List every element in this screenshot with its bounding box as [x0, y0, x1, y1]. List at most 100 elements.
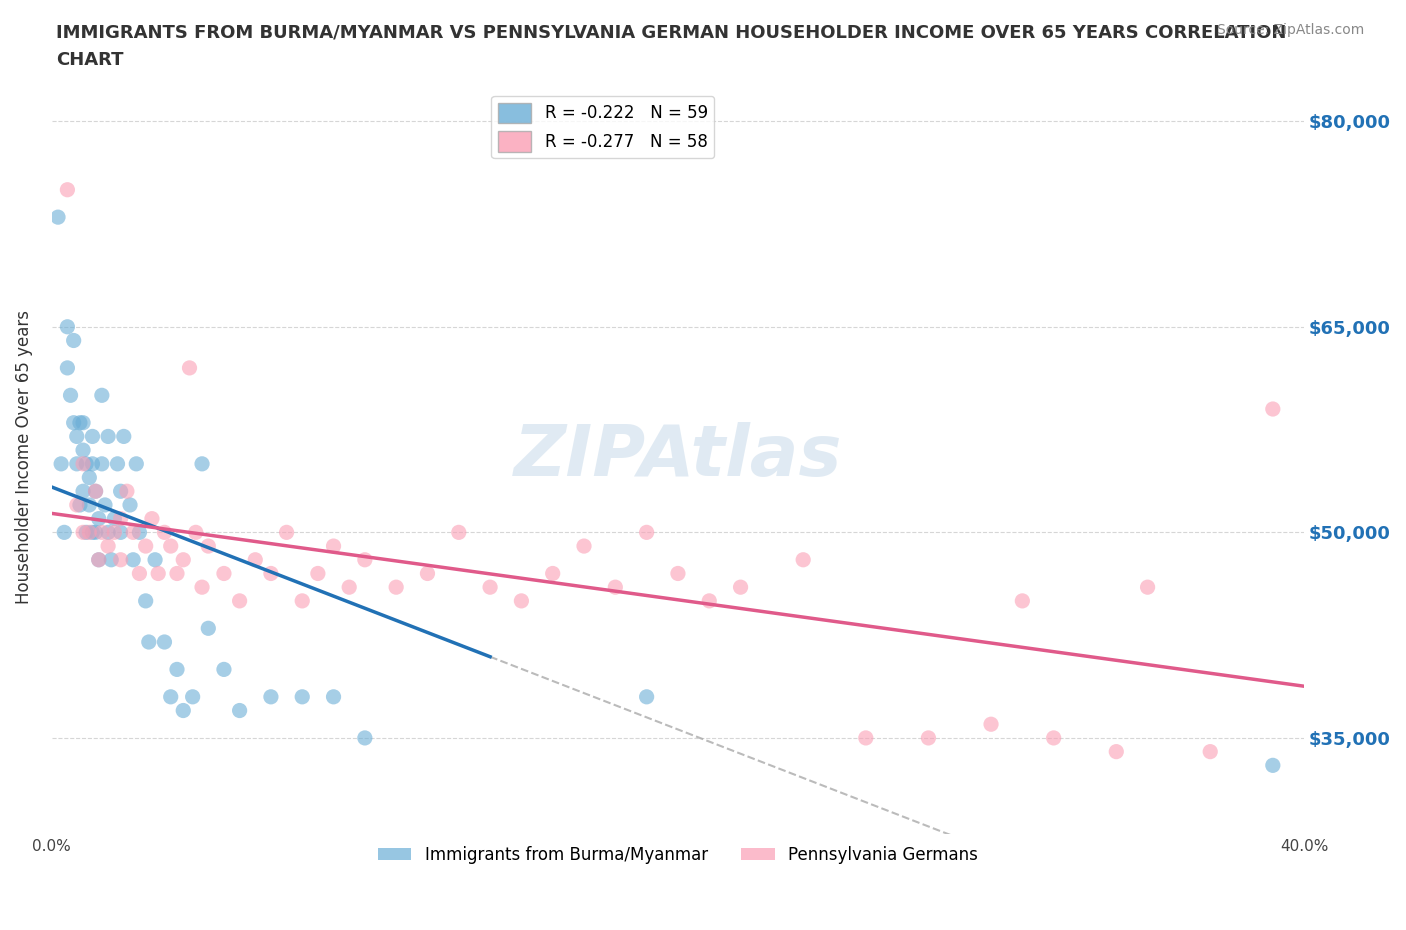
Point: [1042, 730, 1064, 745]
Point: [143, 552, 166, 567]
Point: [72, 525, 94, 539]
Point: [56, 319, 79, 334]
Point: [353, 730, 375, 745]
Text: ZIPAtlas: ZIPAtlas: [513, 422, 842, 491]
Point: [82, 429, 104, 444]
Point: [159, 689, 181, 704]
Point: [181, 689, 204, 704]
Point: [447, 525, 470, 539]
Point: [605, 579, 627, 594]
Point: [110, 552, 132, 567]
Point: [97, 429, 120, 444]
Point: [1105, 744, 1128, 759]
Point: [66, 457, 89, 472]
Point: [82, 525, 104, 539]
Point: [153, 525, 176, 539]
Point: [980, 717, 1002, 732]
Point: [479, 579, 502, 594]
Point: [322, 689, 344, 704]
Point: [307, 566, 329, 581]
Point: [79, 498, 101, 512]
Point: [148, 566, 170, 581]
Point: [337, 579, 360, 594]
Point: [103, 512, 125, 526]
Point: [135, 538, 157, 553]
Point: [172, 552, 194, 567]
Point: [56, 361, 79, 376]
Point: [385, 579, 408, 594]
Point: [159, 538, 181, 553]
Point: [228, 703, 250, 718]
Point: [122, 552, 145, 567]
Point: [353, 552, 375, 567]
Point: [197, 538, 219, 553]
Text: IMMIGRANTS FROM BURMA/MYANMAR VS PENNSYLVANIA GERMAN HOUSEHOLDER INCOME OVER 65 : IMMIGRANTS FROM BURMA/MYANMAR VS PENNSYL…: [56, 23, 1286, 41]
Point: [260, 689, 283, 704]
Point: [97, 525, 120, 539]
Point: [697, 593, 720, 608]
Point: [56, 182, 79, 197]
Point: [72, 443, 94, 458]
Point: [84, 484, 107, 498]
Text: CHART: CHART: [56, 51, 124, 69]
Point: [75, 457, 97, 472]
Point: [66, 498, 89, 512]
Point: [572, 538, 595, 553]
Point: [94, 498, 117, 512]
Point: [636, 525, 658, 539]
Point: [212, 566, 235, 581]
Point: [49, 457, 72, 472]
Point: [128, 525, 150, 539]
Point: [72, 416, 94, 431]
Point: [191, 457, 214, 472]
Text: Source: ZipAtlas.com: Source: ZipAtlas.com: [1216, 23, 1364, 37]
Point: [90, 388, 112, 403]
Point: [112, 429, 135, 444]
Point: [87, 552, 110, 567]
Point: [166, 566, 188, 581]
Point: [322, 538, 344, 553]
Point: [66, 429, 89, 444]
Point: [79, 470, 101, 485]
Point: [855, 730, 877, 745]
Point: [138, 634, 160, 649]
Point: [110, 484, 132, 498]
Point: [62, 416, 84, 431]
Point: [141, 512, 163, 526]
Point: [53, 525, 76, 539]
Point: [72, 484, 94, 498]
Point: [792, 552, 814, 567]
Point: [87, 552, 110, 567]
Point: [110, 525, 132, 539]
Point: [172, 703, 194, 718]
Point: [666, 566, 689, 581]
Point: [197, 621, 219, 636]
Point: [69, 416, 91, 431]
Point: [97, 538, 120, 553]
Point: [90, 525, 112, 539]
Point: [276, 525, 298, 539]
Point: [1011, 593, 1033, 608]
Point: [69, 498, 91, 512]
Point: [128, 566, 150, 581]
Point: [87, 512, 110, 526]
Point: [510, 593, 533, 608]
Point: [79, 525, 101, 539]
Point: [245, 552, 267, 567]
Point: [541, 566, 564, 581]
Point: [84, 525, 107, 539]
Point: [636, 689, 658, 704]
Point: [62, 333, 84, 348]
Point: [917, 730, 939, 745]
Point: [100, 552, 122, 567]
Point: [1261, 402, 1284, 417]
Legend: Immigrants from Burma/Myanmar, Pennsylvania Germans: Immigrants from Burma/Myanmar, Pennsylva…: [371, 840, 984, 870]
Point: [72, 457, 94, 472]
Y-axis label: Householder Income Over 65 years: Householder Income Over 65 years: [15, 310, 32, 604]
Point: [291, 689, 314, 704]
Point: [115, 484, 138, 498]
Point: [166, 662, 188, 677]
Point: [179, 361, 201, 376]
Point: [135, 593, 157, 608]
Point: [107, 457, 129, 472]
